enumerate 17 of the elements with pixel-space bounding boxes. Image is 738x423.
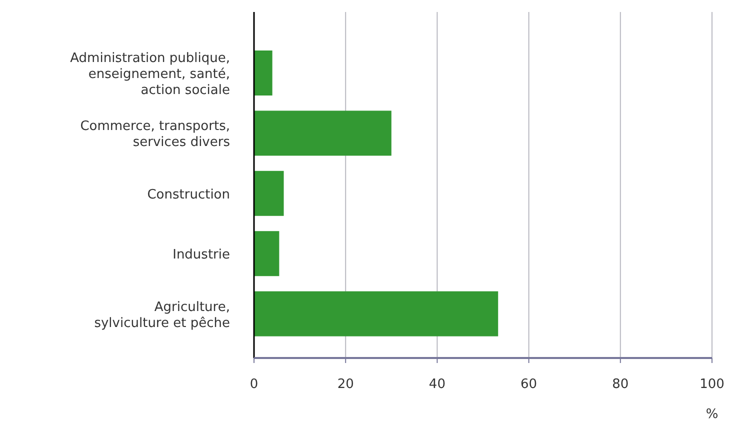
x-axis-title: % <box>706 407 718 422</box>
x-tick-label: 0 <box>250 377 258 392</box>
y-tick-label: Administration publique, enseignement, santé, action sociale <box>70 51 230 98</box>
x-tick-label: 100 <box>700 377 724 392</box>
x-tick-label: 80 <box>612 377 629 392</box>
bar <box>254 50 272 96</box>
y-tick-label: Industrie <box>172 248 230 263</box>
x-tick-label: 40 <box>428 377 446 392</box>
y-tick-label: Construction <box>147 187 230 202</box>
bar <box>254 291 498 336</box>
bar <box>254 231 280 276</box>
x-tick-label: 60 <box>520 377 538 392</box>
y-tick-label: Commerce, transports, services divers <box>80 119 230 150</box>
y-tick-label: Agriculture, sylviculture et pêche <box>94 300 230 331</box>
bar <box>254 110 392 156</box>
bar <box>254 170 284 216</box>
x-tick-label: 20 <box>337 377 354 392</box>
